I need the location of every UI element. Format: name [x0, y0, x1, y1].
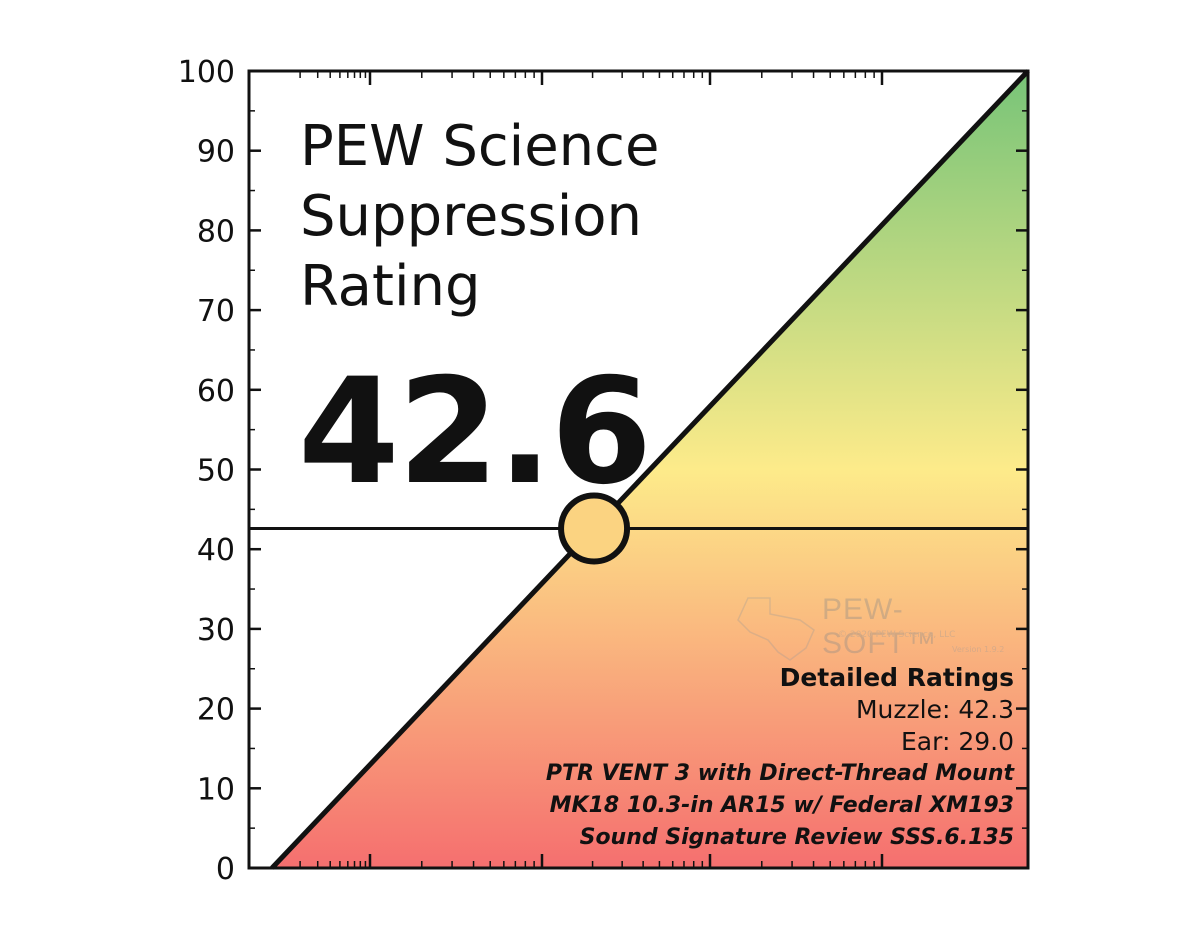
watermark-copyright: © 2020 PEW Science, LLC: [838, 630, 956, 640]
detailed-ratings: Detailed Ratings Muzzle: 42.3 Ear: 29.0 …: [546, 662, 1014, 854]
title-line-2: Suppression: [300, 184, 643, 249]
texas-map-icon: [737, 597, 815, 661]
y-tick-label: 40: [197, 533, 235, 568]
review-id: Sound Signature Review SSS.6.135: [579, 825, 1014, 850]
ear-rating: Ear: 29.0: [901, 727, 1014, 756]
watermark-brand: PEW-SOFT™: [822, 593, 937, 660]
y-tick-label: 90: [197, 135, 235, 170]
host-firearm: MK18 10.3-in AR15 w/ Federal XM193: [549, 793, 1014, 818]
diagonal-line: [270, 69, 1030, 870]
y-tick-label: 50: [197, 454, 235, 489]
y-tick-label: 0: [216, 852, 235, 887]
rating-marker: [558, 492, 631, 565]
title-line-3: Rating: [300, 254, 481, 319]
title-line-1: PEW Science: [300, 114, 660, 179]
muzzle-rating: Muzzle: 42.3: [855, 695, 1014, 724]
detailed-ratings-header: Detailed Ratings: [779, 663, 1014, 692]
watermark-version: Version 1.9.2: [952, 645, 1005, 654]
y-tick-label: 100: [178, 55, 235, 90]
y-tick-label: 20: [197, 693, 235, 728]
chart-title: PEW Science Suppression Rating: [300, 112, 720, 322]
y-tick-label: 10: [197, 772, 235, 807]
product-name: PTR VENT 3 with Direct-Thread Mount: [545, 761, 1014, 786]
pew-soft-watermark: PEW-SOFT™ © 2020 PEW Science, LLC Versio…: [730, 585, 1010, 660]
y-tick-label: 70: [197, 294, 235, 329]
y-axis: 0 10 20 30 40 50 60 70 80 90 100: [178, 55, 1028, 887]
y-tick-label: 30: [197, 613, 235, 648]
rating-value: 42.6: [298, 347, 652, 517]
y-tick-label: 60: [197, 374, 235, 409]
y-tick-label: 80: [197, 214, 235, 249]
